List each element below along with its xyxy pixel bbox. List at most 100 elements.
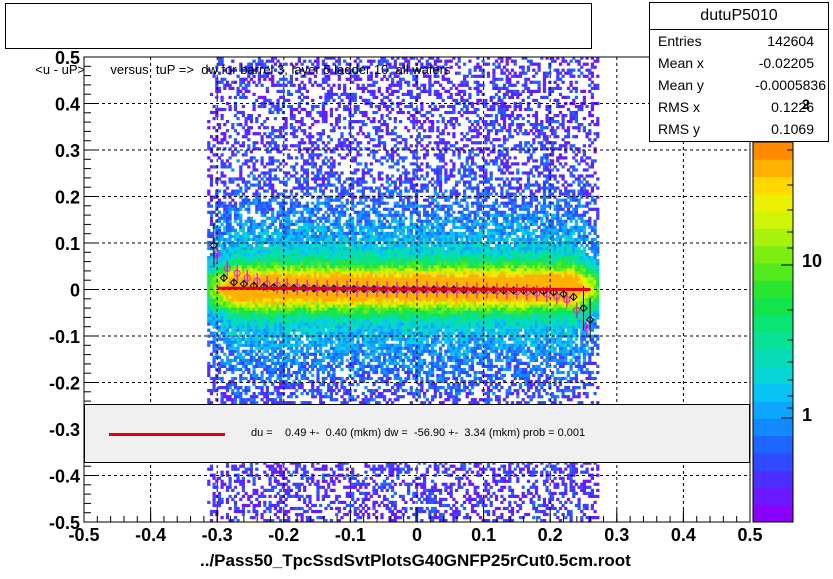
heatmap-cell bbox=[207, 292, 211, 296]
heatmap-cell bbox=[287, 491, 291, 495]
heatmap-cell bbox=[316, 110, 320, 115]
heatmap-cell bbox=[300, 383, 304, 387]
heatmap-cell bbox=[297, 295, 301, 299]
heatmap-cell bbox=[215, 204, 219, 208]
heatmap-cell bbox=[305, 310, 309, 314]
heatmap-cell bbox=[353, 325, 357, 329]
heatmap-cell bbox=[300, 74, 304, 78]
heatmap-cell bbox=[268, 110, 272, 115]
heatmap-cell bbox=[233, 346, 238, 350]
heatmap-cell bbox=[279, 129, 283, 133]
heatmap-cell bbox=[220, 204, 224, 208]
heatmap-cell bbox=[268, 259, 272, 263]
heatmap-cell bbox=[348, 389, 352, 393]
heatmap-cell bbox=[353, 265, 357, 269]
heatmap-cell bbox=[257, 59, 261, 63]
heatmap-cell bbox=[329, 292, 333, 296]
heatmap-cell bbox=[239, 464, 243, 468]
heatmap-cell bbox=[329, 123, 333, 127]
heatmap-cell bbox=[265, 126, 269, 130]
heatmap-cell bbox=[249, 77, 253, 81]
heatmap-cell bbox=[255, 265, 259, 269]
heatmap-cell bbox=[305, 243, 309, 248]
heatmap-cell bbox=[305, 265, 309, 269]
heatmap-cell bbox=[257, 147, 261, 151]
heatmap-cell bbox=[220, 386, 224, 390]
heatmap-cell bbox=[303, 159, 307, 163]
heatmap-cell bbox=[263, 98, 267, 102]
heatmap-cell bbox=[329, 210, 333, 214]
heatmap-cell bbox=[335, 219, 339, 223]
heatmap-cell bbox=[327, 277, 331, 281]
heatmap-cell bbox=[265, 189, 269, 193]
heatmap-cell bbox=[348, 328, 352, 332]
heatmap-cell bbox=[332, 256, 336, 260]
heatmap-cell bbox=[265, 401, 269, 405]
heatmap-cell bbox=[335, 265, 339, 269]
heatmap-cell bbox=[231, 228, 235, 232]
heatmap-cell bbox=[233, 337, 238, 341]
heatmap-cell bbox=[239, 343, 243, 347]
heatmap-cell bbox=[244, 343, 248, 347]
heatmap-cell bbox=[233, 234, 238, 239]
heatmap-cell bbox=[233, 506, 238, 511]
heatmap-cell bbox=[236, 367, 240, 372]
heatmap-cell bbox=[324, 277, 328, 281]
heatmap-cell bbox=[231, 464, 235, 468]
heatmap-cell bbox=[327, 328, 331, 332]
heatmap-cell bbox=[345, 277, 349, 281]
heatmap-cell bbox=[231, 123, 235, 127]
heatmap-cell bbox=[316, 256, 320, 260]
heatmap-cell bbox=[308, 59, 312, 63]
heatmap-cell bbox=[249, 117, 253, 121]
heatmap-cell bbox=[276, 479, 280, 483]
heatmap-cell bbox=[348, 271, 352, 275]
heatmap-cell bbox=[228, 346, 232, 350]
heatmap-cell bbox=[276, 150, 280, 154]
heatmap-cell bbox=[252, 516, 256, 520]
heatmap-cell bbox=[207, 304, 211, 308]
heatmap-cell bbox=[327, 256, 331, 260]
heatmap-cell bbox=[263, 74, 267, 78]
heatmap-cell bbox=[239, 331, 243, 335]
heatmap-cell bbox=[300, 401, 304, 405]
heatmap-cell bbox=[321, 298, 325, 302]
heatmap-cell bbox=[265, 392, 269, 396]
heatmap-cell bbox=[316, 250, 320, 254]
heatmap-cell bbox=[223, 219, 227, 223]
heatmap-cell bbox=[313, 259, 317, 263]
heatmap-cell bbox=[279, 268, 283, 272]
heatmap-cell bbox=[244, 271, 248, 275]
heatmap-cell bbox=[297, 86, 301, 90]
heatmap-cell bbox=[289, 198, 293, 202]
heatmap-cell bbox=[329, 237, 333, 242]
heatmap-cell bbox=[332, 92, 336, 96]
heatmap-cell bbox=[255, 132, 259, 136]
heatmap-cell bbox=[356, 268, 360, 272]
heatmap-cell bbox=[281, 316, 285, 320]
heatmap-cell bbox=[308, 156, 312, 160]
heatmap-cell bbox=[244, 361, 248, 365]
heatmap-cell bbox=[345, 247, 349, 251]
heatmap-cell bbox=[260, 352, 264, 356]
heatmap-cell bbox=[284, 189, 288, 193]
heatmap-cell bbox=[271, 192, 275, 196]
heatmap-cell bbox=[217, 274, 222, 278]
heatmap-cell bbox=[255, 237, 259, 242]
heatmap-cell bbox=[295, 310, 299, 314]
heatmap-cell bbox=[228, 383, 232, 387]
heatmap-cell bbox=[231, 177, 235, 181]
heatmap-cell bbox=[239, 250, 243, 254]
heatmap-cell bbox=[319, 153, 323, 157]
heatmap-cell bbox=[295, 171, 299, 175]
heatmap-cell bbox=[316, 316, 320, 320]
heatmap-cell bbox=[247, 313, 251, 317]
heatmap-cell bbox=[260, 376, 264, 381]
heatmap-cell bbox=[332, 352, 336, 356]
heatmap-cell bbox=[303, 268, 307, 272]
heatmap-cell bbox=[249, 171, 253, 175]
heatmap-cell bbox=[252, 162, 256, 166]
heatmap-cell bbox=[273, 367, 277, 372]
heatmap-cell bbox=[239, 213, 243, 217]
heatmap-cell bbox=[329, 322, 333, 326]
